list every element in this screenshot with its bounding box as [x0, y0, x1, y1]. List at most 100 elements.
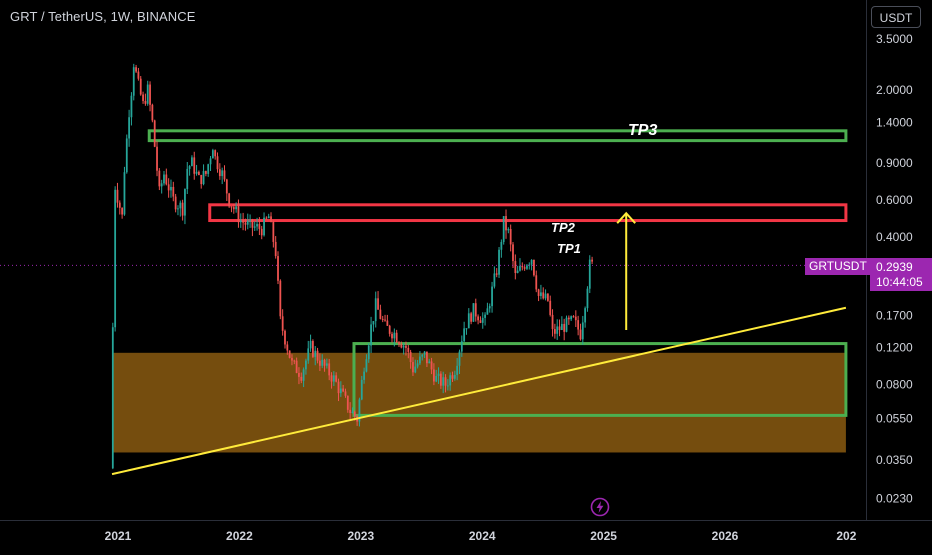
- candle-body: [193, 157, 196, 174]
- candle-body: [279, 280, 282, 317]
- candle-body: [342, 388, 345, 392]
- price-axis-tick-label: 1.4000: [876, 116, 913, 130]
- candle-body: [291, 357, 293, 361]
- target-arrow-head: [616, 211, 636, 224]
- candle-body: [125, 138, 128, 173]
- candle-body: [386, 320, 389, 326]
- candle-body: [360, 379, 363, 400]
- candle-body: [521, 265, 524, 268]
- candle-body: [553, 329, 556, 334]
- candle-body: [574, 316, 577, 321]
- candle-body: [486, 308, 489, 315]
- candle-body: [209, 158, 212, 165]
- candle-body: [339, 388, 342, 394]
- candle-body: [572, 316, 575, 318]
- candle-body: [351, 411, 354, 413]
- candle-body: [405, 345, 407, 348]
- candle-body: [395, 332, 398, 343]
- candle-body: [265, 217, 268, 219]
- time-axis-tick-label: 2023: [347, 529, 374, 543]
- candles: [111, 63, 594, 470]
- candle-body: [567, 317, 570, 320]
- candle-body: [272, 222, 275, 242]
- candle-body: [588, 259, 591, 289]
- candle-body: [244, 222, 247, 225]
- candle-body: [221, 170, 224, 177]
- candle-body: [349, 409, 352, 413]
- candle-body: [188, 166, 191, 169]
- candle-body: [186, 168, 189, 190]
- candle-body: [377, 298, 379, 310]
- candle-body: [160, 183, 163, 187]
- candle-body: [170, 186, 172, 191]
- ascending-trendline: [111, 306, 847, 476]
- candle-body: [318, 360, 321, 366]
- candle-body: [558, 326, 561, 331]
- candle-body: [181, 202, 184, 216]
- price-axis-tick-label: 3.5000: [876, 32, 913, 46]
- tp1-label: TP1: [557, 241, 581, 256]
- time-axis-tick-label: 2021: [105, 529, 132, 543]
- candle-body: [130, 95, 133, 118]
- candle-body: [542, 292, 545, 299]
- candle-body: [586, 288, 589, 309]
- candle-body: [563, 323, 566, 332]
- candle-body: [426, 351, 428, 364]
- candle-body: [493, 273, 496, 287]
- currency-button[interactable]: USDT: [871, 6, 921, 28]
- candle-body: [295, 360, 298, 373]
- candle-body: [184, 189, 186, 216]
- candle-body: [267, 216, 270, 219]
- candle-body: [591, 259, 594, 262]
- lightning-bolt-icon[interactable]: [590, 497, 610, 517]
- candle-body: [235, 206, 238, 210]
- candle-body: [560, 323, 563, 331]
- price-axis-tick-label: 0.4000: [876, 230, 913, 244]
- candle-body: [198, 171, 200, 175]
- candle-body: [365, 359, 368, 372]
- candle-body: [535, 275, 538, 290]
- candle-body: [412, 362, 414, 373]
- candle-body: [479, 320, 482, 323]
- candle-body: [432, 369, 435, 382]
- candle-body: [123, 172, 126, 215]
- candle-body: [174, 196, 177, 210]
- candle-body: [353, 411, 356, 417]
- candle-body: [530, 259, 533, 265]
- candle-body: [400, 344, 403, 348]
- candle-body: [391, 333, 393, 339]
- candle-body: [488, 306, 491, 309]
- candle-body: [402, 345, 405, 348]
- price-axis-tick-label: 0.0350: [876, 453, 913, 467]
- candle-body: [549, 300, 552, 315]
- candle-body: [228, 193, 231, 207]
- candle-body: [316, 350, 319, 361]
- candle-body: [577, 320, 580, 330]
- candle-body: [449, 375, 452, 386]
- tp2-label: TP2: [551, 220, 575, 235]
- candle-body: [288, 350, 291, 358]
- support-zone: [112, 352, 846, 453]
- candle-body: [477, 316, 479, 321]
- candle-body: [498, 249, 500, 275]
- candle-body: [337, 381, 340, 394]
- candle-body: [335, 375, 338, 382]
- candle-body: [414, 366, 417, 373]
- candle-body: [330, 375, 333, 382]
- candle-body: [177, 208, 179, 210]
- candle-body: [116, 189, 119, 203]
- candle-body: [388, 325, 391, 334]
- time-axis: 2021 2022 2023 2024 2025 2026 202: [105, 529, 857, 543]
- candle-body: [514, 261, 517, 274]
- candle-body: [579, 329, 582, 340]
- candle-body: [195, 171, 198, 174]
- candle-body: [446, 385, 449, 387]
- candle-body: [300, 376, 303, 381]
- candle-body: [463, 328, 466, 342]
- candle-body: [491, 286, 493, 307]
- candle-body: [453, 374, 456, 379]
- candle-body: [460, 341, 463, 352]
- candle-body: [298, 372, 300, 377]
